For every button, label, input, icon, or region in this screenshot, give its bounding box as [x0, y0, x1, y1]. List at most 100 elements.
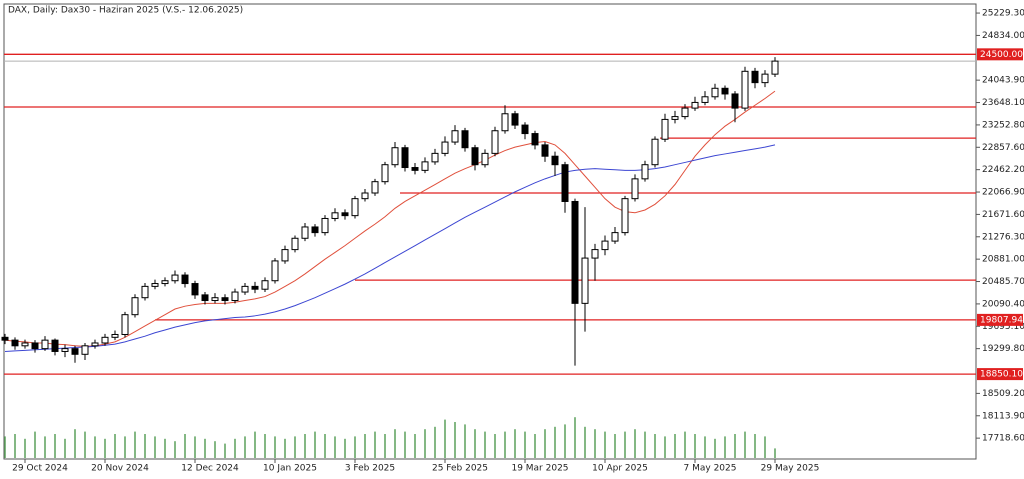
candle-body	[271, 260, 279, 282]
candle-body	[511, 113, 519, 126]
candle-body	[51, 339, 59, 352]
candle-body	[251, 285, 259, 290]
candle-body	[381, 164, 389, 183]
y-tick-label: 24834.00	[982, 31, 1024, 41]
candle-body	[501, 113, 509, 132]
candle-body	[131, 297, 139, 316]
level-label: 24500.00	[980, 50, 1023, 60]
y-tick-label: 18509.20	[982, 389, 1024, 399]
y-tick-label: 17718.60	[982, 434, 1024, 444]
candle-body	[1, 336, 9, 341]
level-label: 19807.94	[980, 315, 1023, 325]
candle-body	[321, 217, 329, 234]
candle-body	[601, 240, 609, 251]
x-tick-label: 19 Mar 2025	[511, 464, 568, 474]
candle-body	[231, 291, 239, 302]
candle-body	[491, 130, 499, 154]
candle-body	[391, 147, 399, 166]
x-tick-label: 7 May 2025	[684, 464, 737, 474]
candle-body	[531, 133, 539, 146]
y-tick-label: 18113.90	[982, 411, 1024, 421]
candle-body	[311, 226, 319, 234]
x-tick-label: 29 Oct 2024	[12, 464, 68, 474]
candle-body	[631, 178, 639, 200]
y-tick-label: 22066.90	[982, 188, 1024, 198]
candle-body	[31, 342, 39, 350]
candle-body	[21, 342, 29, 347]
y-tick-label: 25229.30	[982, 9, 1024, 19]
candle-body	[521, 124, 529, 135]
candle-body	[71, 348, 79, 355]
candle-body	[241, 285, 249, 293]
candle-body	[451, 130, 459, 143]
candle-body	[761, 73, 769, 84]
moving-average	[4, 90, 776, 347]
candle-body	[291, 237, 299, 251]
x-tick-label: 10 Jan 2025	[263, 464, 317, 474]
candle-body	[351, 198, 359, 217]
candle-body	[551, 155, 559, 166]
candle-body	[361, 192, 369, 200]
candle-body	[191, 283, 199, 296]
y-tick-label: 20485.70	[982, 277, 1024, 287]
chart-title: DAX, Daily: Dax30 - Haziran 2025 (V.S.- …	[8, 6, 243, 16]
candle-body	[401, 147, 409, 169]
x-tick-label: 25 Feb 2025	[432, 464, 488, 474]
candle-body	[641, 164, 649, 180]
candle-body	[61, 348, 69, 352]
candle-body	[201, 294, 209, 302]
candle-body	[301, 226, 309, 239]
candle-body	[721, 87, 729, 95]
level-label-box	[977, 48, 1023, 61]
candle-body	[281, 249, 289, 262]
candle-body	[541, 144, 549, 157]
candle-body	[741, 70, 749, 109]
candle-body	[611, 232, 619, 242]
x-tick-label: 29 May 2025	[761, 464, 820, 474]
y-tick-label: 19299.80	[982, 344, 1024, 354]
candle-body	[141, 285, 149, 299]
candle-body	[621, 198, 629, 234]
y-tick-label: 23252.80	[982, 120, 1024, 130]
candle-body	[581, 257, 589, 304]
candle-body	[221, 297, 229, 302]
candle-body	[261, 280, 269, 290]
candle-body	[481, 152, 489, 166]
y-tick-label: 20881.00	[982, 255, 1024, 265]
candle-body	[731, 93, 739, 109]
x-tick-label: 10 Apr 2025	[592, 464, 648, 474]
candle-body	[91, 342, 99, 347]
candle-body	[651, 138, 659, 166]
candle-body	[471, 147, 479, 166]
y-tick-label: 20090.40	[982, 299, 1024, 309]
candle-body	[701, 96, 709, 103]
candle-body	[101, 336, 109, 344]
candle-body	[671, 116, 679, 120]
candle-body	[41, 339, 49, 350]
candle-body	[561, 164, 569, 202]
level-label-box	[977, 368, 1023, 381]
x-tick-label: 20 Nov 2024	[91, 464, 149, 474]
candle-body	[81, 345, 89, 355]
candle-body	[661, 118, 669, 140]
candle-body	[171, 274, 179, 282]
plot-frame	[3, 3, 977, 460]
candle-body	[441, 141, 449, 154]
candle-body	[771, 60, 779, 75]
x-tick-label: 3 Feb 2025	[345, 464, 395, 474]
y-tick-label: 22462.20	[982, 165, 1024, 175]
candle-body	[431, 152, 439, 163]
candle-body	[421, 161, 429, 171]
y-tick-label: 19695.10	[982, 322, 1024, 332]
y-tick-label: 21671.60	[982, 210, 1024, 220]
candle-body	[751, 70, 759, 84]
y-tick-label: 22857.60	[982, 143, 1024, 153]
candle-body	[111, 333, 119, 338]
candle-body	[181, 274, 189, 285]
candle-body	[341, 212, 349, 217]
candle-body	[691, 101, 699, 109]
candle-body	[681, 107, 689, 118]
y-tick-label: 23648.10	[982, 98, 1024, 108]
candle-body	[411, 167, 419, 171]
